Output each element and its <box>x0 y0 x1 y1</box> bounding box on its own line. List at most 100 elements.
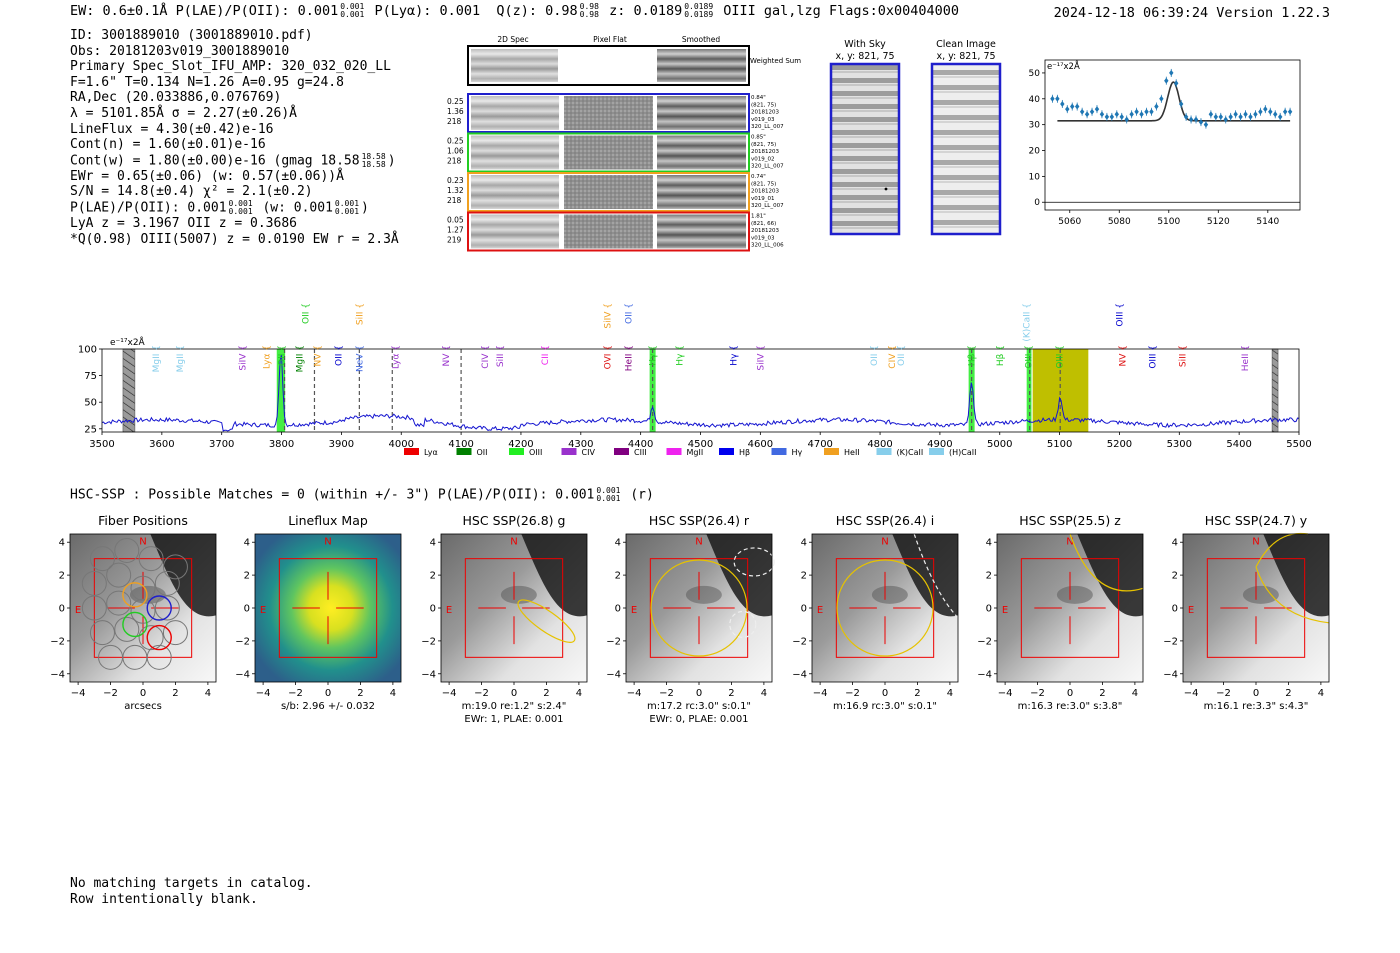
fiber-left-label: 1.32 <box>447 186 464 195</box>
galaxy-blob <box>706 534 772 617</box>
panel-xtick-label: −2 <box>474 688 489 699</box>
panel-caption: s/b: 2.96 +/- 0.032 <box>281 701 375 712</box>
galaxy-blob <box>685 585 722 604</box>
info-obs: Obs: 20181203v019_3001889010 <box>70 43 290 59</box>
panel-ytick-label: 2 <box>59 571 65 582</box>
fiber-right-label: 20181203 <box>751 149 779 155</box>
spectrum-xtick-label: 4400 <box>628 439 653 450</box>
zoom-data-point <box>1089 108 1095 115</box>
line-label: OII { <box>301 303 311 324</box>
north-label: N <box>510 537 517 548</box>
spectrum-xtick-label: 4900 <box>927 439 952 450</box>
image-panel: HSC SSP(26.4) i N E −4 −4 −2 −2 0 0 2 2 4 4 m:16.9 rc… <box>792 513 959 712</box>
line-label: OII { <box>334 345 344 366</box>
image-panel: Lineflux Map N E −4 −4 −2 −2 0 0 2 2 4 4 s/b: 2.96 +/… <box>235 513 402 712</box>
panel-ytick-label: −2 <box>1163 636 1178 647</box>
green-band <box>968 349 975 432</box>
fiber-pixelflat <box>564 175 653 209</box>
panel-xtick-label: −2 <box>659 688 674 699</box>
panel-xtick-label: −4 <box>998 688 1013 699</box>
zoom-data-point <box>1060 100 1065 107</box>
legend-label: Lyα <box>424 448 438 457</box>
catalog-footer: No matching targets in catalog. Row inte… <box>70 876 313 907</box>
header-summary: EW: 0.6±0.1Å P(LAE)/P(OII): 0.001 0.001 0.… <box>70 3 959 20</box>
zoom-data-point <box>1084 111 1090 118</box>
legend-label: CIII <box>634 448 647 457</box>
line-label: Lyα { <box>391 345 401 369</box>
clean-image <box>930 62 1002 236</box>
line-label: NV { <box>313 345 323 366</box>
fiber-circle <box>146 644 172 670</box>
panel-xtick-label: 0 <box>325 688 331 699</box>
header-qz: Q(z): 0.98 <box>496 3 578 19</box>
fiber-left-label: 218 <box>447 157 462 166</box>
zoom-data-point <box>1065 106 1070 113</box>
full-spectrum-chart: 25 50 75 100 3500 3600 3700 3800 3900 4000 4100 420… <box>78 303 1312 457</box>
image-panel: HSC SSP(24.7) y N E −4 −4 −2 −2 0 0 2 2 4 4 m:16.1 re… <box>1163 513 1330 712</box>
line-label: Hγ { <box>676 345 686 366</box>
galaxy-blob <box>500 585 537 604</box>
north-label: N <box>1066 537 1073 548</box>
fiber-left-label: 0.23 <box>447 176 464 185</box>
aperture-box <box>464 558 564 658</box>
lineflux-image <box>255 534 401 682</box>
info-lambda: λ = 5101.85Å σ = 2.27(±0.26)Å <box>70 105 297 121</box>
line-label: SiIV { <box>239 345 249 371</box>
panel-xtick-label: 0 <box>882 688 888 699</box>
panel-xtick-label: 2 <box>543 688 549 699</box>
line-label: OII { <box>625 303 635 324</box>
zoom-data-point <box>1268 108 1273 115</box>
east-label: E <box>631 605 637 616</box>
panel-xtick-label: 2 <box>172 688 178 699</box>
legend-swatch <box>824 448 839 455</box>
line-label: NV { <box>442 345 452 366</box>
fiber-circle-orange <box>122 582 148 608</box>
fiber-right-label: 320_LL_007 <box>751 164 784 170</box>
fiber-circle <box>154 595 180 621</box>
line-label: MgII { <box>152 345 162 372</box>
footer-line1: No matching targets in catalog. <box>70 876 313 891</box>
zoom-axes <box>1044 59 1301 211</box>
fiber-circle <box>89 620 115 646</box>
hsc-dashed-ellipse <box>733 547 775 577</box>
panel-title: Lineflux Map <box>288 513 368 528</box>
col-header-pixelflat: Pixel Flat <box>593 35 627 44</box>
fiber-left-label: 1.06 <box>447 147 464 156</box>
panel-ytick-label: 0 <box>986 604 992 615</box>
fiber-right-label: 0.85" <box>751 135 766 141</box>
fiber-circle <box>106 590 132 616</box>
panel-title: HSC SSP(25.5) z <box>1019 513 1121 528</box>
panel-xtick-label: 2 <box>357 688 363 699</box>
legend-swatch <box>666 448 682 455</box>
galaxy-blob <box>129 585 166 604</box>
fiber-right-label: 20181203 <box>751 110 779 116</box>
zoom-data-point <box>1178 100 1184 107</box>
panel-caption-2: EWr: 1, PLAE: 0.001 <box>464 714 563 725</box>
east-label: E <box>260 605 266 616</box>
galaxy-blob <box>1242 585 1279 604</box>
panel-title: HSC SSP(26.8) g <box>463 513 566 528</box>
north-label: N <box>1252 537 1259 548</box>
spectrum-xtick-label: 5500 <box>1286 439 1311 450</box>
zoom-xtick-label: 5140 <box>1256 217 1279 227</box>
spectrum-ytick-label: 100 <box>78 345 97 356</box>
panel-ytick-label: −4 <box>235 669 250 680</box>
panel-ytick-label: 0 <box>244 604 250 615</box>
fiber-2dspec <box>471 135 559 170</box>
spectrum-xtick-label: 5400 <box>1226 439 1251 450</box>
aperture-box <box>278 558 378 658</box>
fiber-circle <box>106 562 132 588</box>
legend-label: Hγ <box>792 448 803 457</box>
north-label: N <box>324 537 331 548</box>
panel-ytick-label: −2 <box>977 636 992 647</box>
spectrum-xtick-label: 5300 <box>1167 439 1192 450</box>
panel-ytick-label: −4 <box>50 669 65 680</box>
panel-xtick-label: −4 <box>1184 688 1199 699</box>
zoom-data-point <box>1114 111 1119 118</box>
spectrum-xtick-label: 4700 <box>807 439 832 450</box>
line-label: HeII { <box>1241 345 1251 371</box>
fiber-circle <box>138 546 164 572</box>
info-primary: Primary Spec_Slot_IFU_AMP: 320_032_020_L… <box>70 59 391 75</box>
hsc-ellipse <box>517 599 576 643</box>
